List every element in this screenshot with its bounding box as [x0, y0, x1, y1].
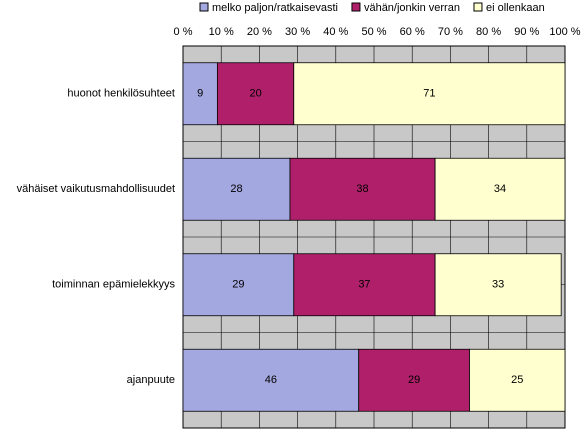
category-label: huonot henkilösuhteet: [67, 88, 175, 100]
value-label: 33: [492, 279, 504, 291]
legend-swatch: [473, 2, 483, 12]
legend-label: vähän/jonkin verran: [364, 2, 460, 14]
x-tick-label: 0 %: [174, 26, 193, 38]
category-label: ajanpuute: [127, 374, 175, 386]
value-label: 28: [230, 183, 242, 195]
x-tick-label: 100 %: [549, 26, 580, 38]
x-tick-label: 70 %: [438, 26, 463, 38]
bar-segment: [289, 157, 436, 221]
bar-segment: [293, 62, 566, 126]
value-label: 25: [511, 374, 523, 386]
legend-swatch: [351, 2, 361, 12]
legend-label: melko paljon/ratkaisevasti: [212, 2, 338, 14]
value-label: 38: [356, 183, 368, 195]
bar-segment: [293, 253, 436, 317]
bar-segment: [469, 348, 566, 412]
x-tick-label: 20 %: [247, 26, 272, 38]
bar-segment: [182, 253, 295, 317]
x-tick-label: 50 %: [361, 26, 386, 38]
value-label: 34: [494, 183, 506, 195]
x-tick-label: 10 %: [209, 26, 234, 38]
value-label: 9: [197, 88, 203, 100]
legend-label: ei ollenkaan: [486, 2, 545, 14]
bar-segment: [182, 157, 291, 221]
legend-swatch: [199, 2, 209, 12]
bar-segment: [358, 348, 470, 412]
bar-segment: [216, 62, 295, 126]
x-tick-label: 40 %: [323, 26, 348, 38]
value-label: 29: [408, 374, 420, 386]
bar-segment: [434, 157, 566, 221]
value-label: 20: [249, 88, 261, 100]
category-label: vähäiset vaikutusmahdollisuudet: [17, 183, 175, 195]
category-label: toiminnan epämielekkyys: [52, 279, 175, 291]
value-label: 37: [358, 279, 370, 291]
bar-segment: [182, 348, 360, 412]
bar-segment: [182, 62, 218, 126]
x-tick-label: 90 %: [514, 26, 539, 38]
bar-segment: [434, 253, 562, 317]
x-tick-label: 60 %: [400, 26, 425, 38]
x-tick-label: 80 %: [476, 26, 501, 38]
value-label: 46: [265, 374, 277, 386]
value-label: 71: [423, 88, 435, 100]
x-tick-label: 30 %: [285, 26, 310, 38]
value-label: 29: [232, 279, 244, 291]
